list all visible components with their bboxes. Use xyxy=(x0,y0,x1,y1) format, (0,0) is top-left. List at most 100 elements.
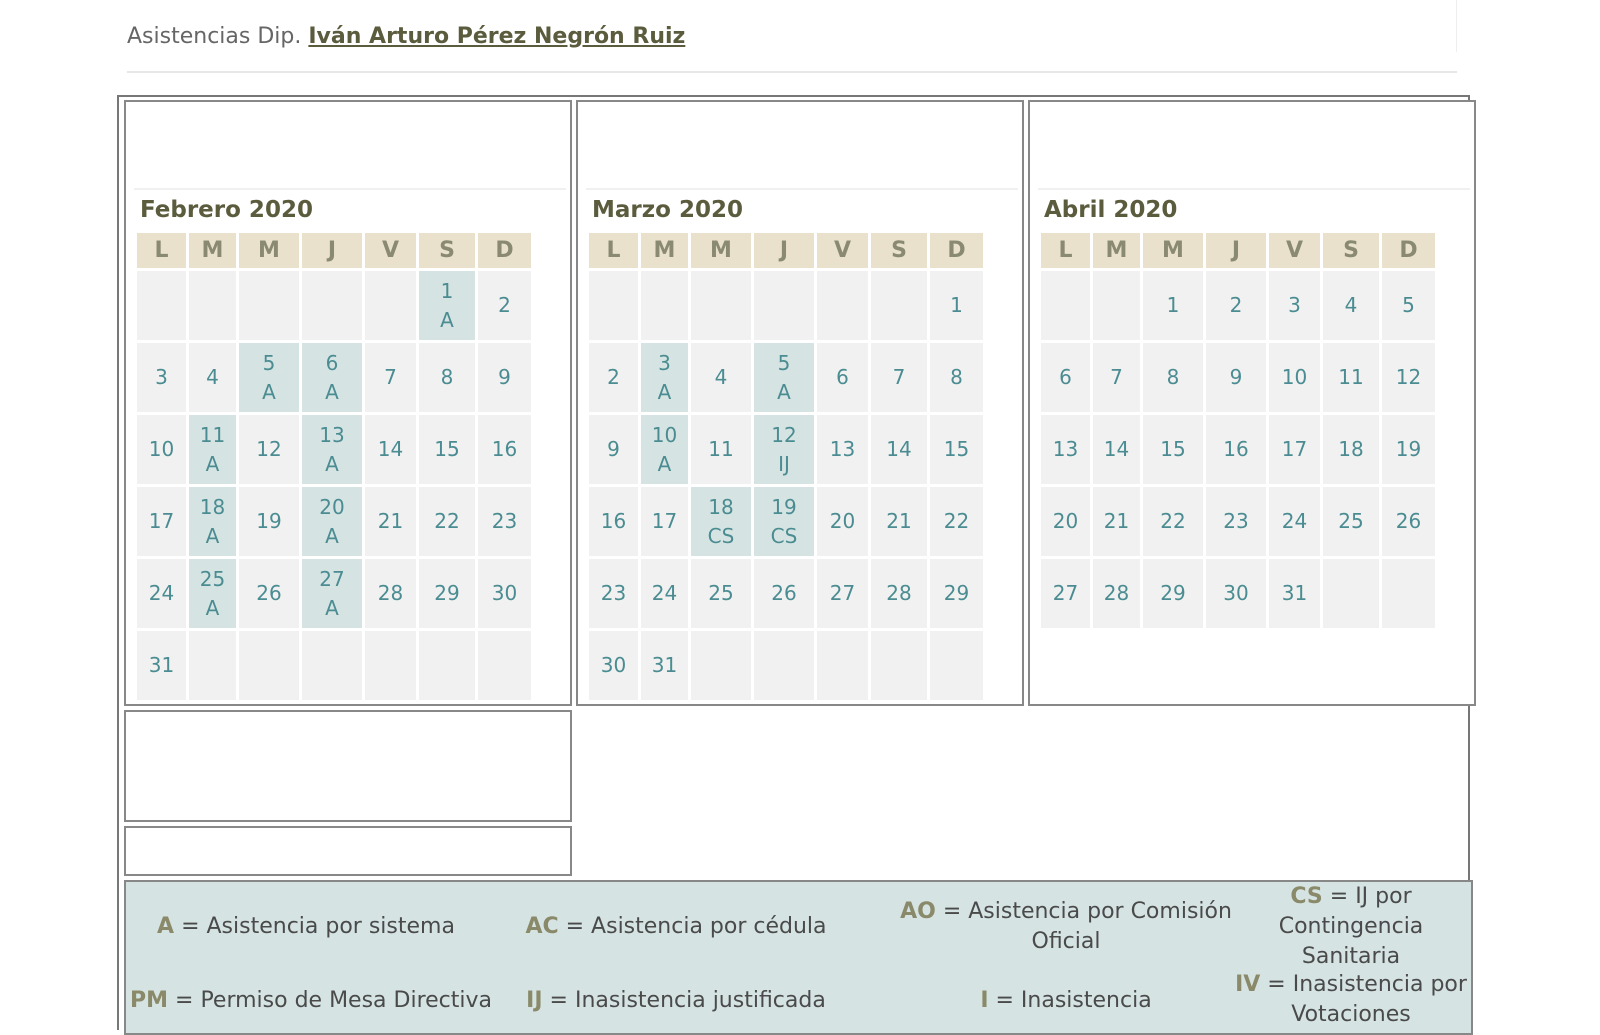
day-number: 12 xyxy=(771,422,797,447)
empty-day-cell xyxy=(302,631,362,700)
day-number: 19 xyxy=(256,509,282,533)
day-cell: 7 xyxy=(871,343,927,412)
week-row: 23 24 25 26 27 28 29 xyxy=(589,559,983,628)
attendance-code: A xyxy=(325,451,339,476)
day-cell: 27 A xyxy=(302,559,362,628)
day-number: 8 xyxy=(1166,365,1180,389)
weekday-header: D xyxy=(930,233,983,268)
week-row: 9 10 A 11 12 IJ 13 14 15 xyxy=(589,415,983,484)
day-number: 7 xyxy=(892,365,906,389)
day-cell: 19 CS xyxy=(754,487,814,556)
day-number: 29 xyxy=(943,581,970,605)
day-number: 9 xyxy=(1229,365,1243,389)
day-cell: 1 xyxy=(1143,271,1203,340)
day-cell: 8 xyxy=(930,343,983,412)
day-number: 26 xyxy=(771,581,797,605)
day-number: 18 xyxy=(199,494,226,519)
weekday-header: V xyxy=(365,233,416,268)
title-prefix: Asistencias Dip. xyxy=(127,24,302,49)
empty-day-cell xyxy=(817,631,868,700)
day-number: 22 xyxy=(1160,509,1186,533)
day-cell: 24 xyxy=(1269,487,1320,556)
header-divider xyxy=(127,71,1457,73)
day-number: 25 xyxy=(708,581,734,605)
day-cell: 9 xyxy=(1206,343,1266,412)
day-number: 14 xyxy=(377,437,404,461)
day-number: 31 xyxy=(651,653,678,677)
week-row: 6 7 8 9 10 11 12 xyxy=(1041,343,1435,412)
day-cell: 22 xyxy=(1143,487,1203,556)
day-number: 22 xyxy=(434,509,460,533)
empty-day-cell xyxy=(137,271,186,340)
day-number: 16 xyxy=(491,437,518,461)
day-number: 15 xyxy=(943,437,970,461)
day-cell: 19 xyxy=(239,487,299,556)
empty-day-cell xyxy=(871,271,927,340)
day-cell: 13 xyxy=(1041,415,1090,484)
day-cell: 22 xyxy=(419,487,475,556)
day-number: 7 xyxy=(1110,365,1123,389)
legend-item-cs: CS = IJ por Contingencia Sanitaria xyxy=(1278,884,1424,969)
day-cell: 12 xyxy=(239,415,299,484)
day-cell: 14 xyxy=(365,415,416,484)
day-cell: 15 xyxy=(930,415,983,484)
day-number: 13 xyxy=(829,437,856,461)
week-row: 27 28 29 30 31 xyxy=(1041,559,1435,628)
day-number: 1 xyxy=(1166,293,1180,317)
day-cell: 7 xyxy=(1093,343,1140,412)
empty-day-cell xyxy=(239,271,299,340)
weekday-header: L xyxy=(137,233,186,268)
day-number: 25 xyxy=(1338,509,1364,533)
week-row: 30 31 xyxy=(589,631,983,700)
day-cell: 1 xyxy=(930,271,983,340)
day-number: 5 xyxy=(262,350,276,375)
day-number: 13 xyxy=(319,422,345,447)
legend-item-a: A = Asistencia por sistema xyxy=(157,914,455,939)
day-number: 17 xyxy=(148,509,175,533)
day-number: 2 xyxy=(607,365,620,389)
day-number: 17 xyxy=(1281,437,1308,461)
day-number: 10 xyxy=(651,422,678,447)
day-cell: 26 xyxy=(1382,487,1435,556)
day-number: 14 xyxy=(1103,437,1130,461)
day-cell: 13 xyxy=(817,415,868,484)
day-number: 4 xyxy=(206,365,219,389)
day-cell: 2 xyxy=(478,271,531,340)
day-cell: 4 xyxy=(1323,271,1379,340)
attendance-code: A xyxy=(325,523,339,548)
weekday-header: V xyxy=(1269,233,1320,268)
day-cell: 28 xyxy=(365,559,416,628)
day-number: 15 xyxy=(1160,437,1186,461)
empty-day-cell xyxy=(1323,559,1379,628)
legend-item-ac: AC = Asistencia por cédula xyxy=(525,914,827,939)
month-title: Marzo 2020 xyxy=(586,188,1018,228)
weekday-header: D xyxy=(478,233,531,268)
day-cell: 2 xyxy=(1206,271,1266,340)
empty-day-cell xyxy=(691,271,751,340)
empty-day-cell xyxy=(930,631,983,700)
day-number: 27 xyxy=(829,581,856,605)
day-cell: 14 xyxy=(1093,415,1140,484)
day-number: 27 xyxy=(1052,581,1079,605)
day-cell: 11 xyxy=(1323,343,1379,412)
day-cell: 24 xyxy=(137,559,186,628)
day-number: 12 xyxy=(256,437,282,461)
weekday-header: J xyxy=(754,233,814,268)
day-cell: 8 xyxy=(1143,343,1203,412)
day-cell: 28 xyxy=(871,559,927,628)
day-cell: 20 A xyxy=(302,487,362,556)
day-number: 15 xyxy=(434,437,460,461)
month-march: Marzo 2020 L M M J V S D 1 2 3 A 4 5 A 6 7 8 9 10 A 11 12 IJ 13… xyxy=(576,100,1024,706)
day-number: 5 xyxy=(777,350,791,375)
day-number: 18 xyxy=(1338,437,1364,461)
day-cell: 5 xyxy=(1382,271,1435,340)
day-cell: 10 xyxy=(137,415,186,484)
empty-day-cell xyxy=(1093,271,1140,340)
empty-day-cell xyxy=(365,271,416,340)
month-title: Abril 2020 xyxy=(1038,188,1470,228)
deputy-name-link[interactable]: Iván Arturo Pérez Negrón Ruiz xyxy=(308,24,686,49)
